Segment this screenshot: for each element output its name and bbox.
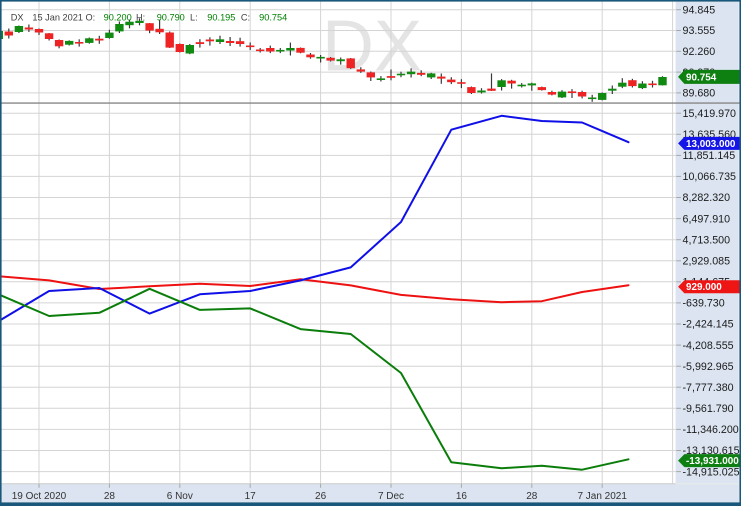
svg-text:929.000: 929.000: [686, 282, 722, 293]
svg-text:L:: L:: [190, 12, 198, 22]
svg-text:6,497.910: 6,497.910: [683, 213, 731, 225]
svg-text:28: 28: [104, 491, 116, 502]
svg-text:93.555: 93.555: [683, 25, 716, 37]
svg-text:-14,915.025: -14,915.025: [683, 466, 740, 478]
svg-text:6 Nov: 6 Nov: [167, 491, 193, 502]
svg-text:-13,931.000: -13,931.000: [686, 456, 739, 467]
svg-text:89.680: 89.680: [683, 88, 716, 100]
svg-text:8,282.320: 8,282.320: [683, 192, 731, 204]
svg-text:C:: C:: [241, 12, 250, 22]
svg-text:11,851.145: 11,851.145: [683, 150, 736, 162]
svg-text:15,419.970: 15,419.970: [683, 108, 737, 120]
svg-text:-639.730: -639.730: [683, 298, 725, 310]
svg-text:19 Oct 2020: 19 Oct 2020: [12, 491, 67, 502]
svg-text:-4,208.555: -4,208.555: [683, 340, 734, 352]
svg-text:90.200: 90.200: [104, 12, 132, 22]
svg-text:28: 28: [526, 491, 538, 502]
svg-text:H:: H:: [136, 12, 145, 22]
svg-text:92.260: 92.260: [683, 46, 716, 58]
svg-text:90.754: 90.754: [259, 12, 287, 22]
svg-text:-5,992.965: -5,992.965: [683, 361, 734, 373]
svg-text:-7,777.380: -7,777.380: [683, 382, 734, 394]
svg-text:90.195: 90.195: [207, 12, 235, 22]
svg-text:16: 16: [456, 491, 468, 502]
svg-text:15 Jan 2021: 15 Jan 2021: [32, 12, 83, 22]
svg-text:90.790: 90.790: [157, 12, 185, 22]
svg-text:DX: DX: [11, 12, 24, 22]
svg-text:-2,424.145: -2,424.145: [683, 319, 734, 331]
svg-text:-9,561.790: -9,561.790: [683, 403, 734, 415]
svg-text:13,003.000: 13,003.000: [686, 139, 736, 150]
svg-text:26: 26: [315, 491, 327, 502]
svg-text:10,066.735: 10,066.735: [683, 171, 737, 183]
svg-text:4,713.500: 4,713.500: [683, 234, 731, 246]
svg-text:2,929.085: 2,929.085: [683, 256, 731, 268]
svg-text:7 Jan 2021: 7 Jan 2021: [577, 491, 627, 502]
svg-text:-11,346.200: -11,346.200: [683, 424, 739, 436]
svg-text:17: 17: [245, 491, 257, 502]
svg-text:94.845: 94.845: [683, 4, 716, 16]
svg-text:7 Dec: 7 Dec: [378, 491, 404, 502]
svg-text:O:: O:: [86, 12, 96, 22]
svg-text:90.754: 90.754: [686, 72, 717, 83]
